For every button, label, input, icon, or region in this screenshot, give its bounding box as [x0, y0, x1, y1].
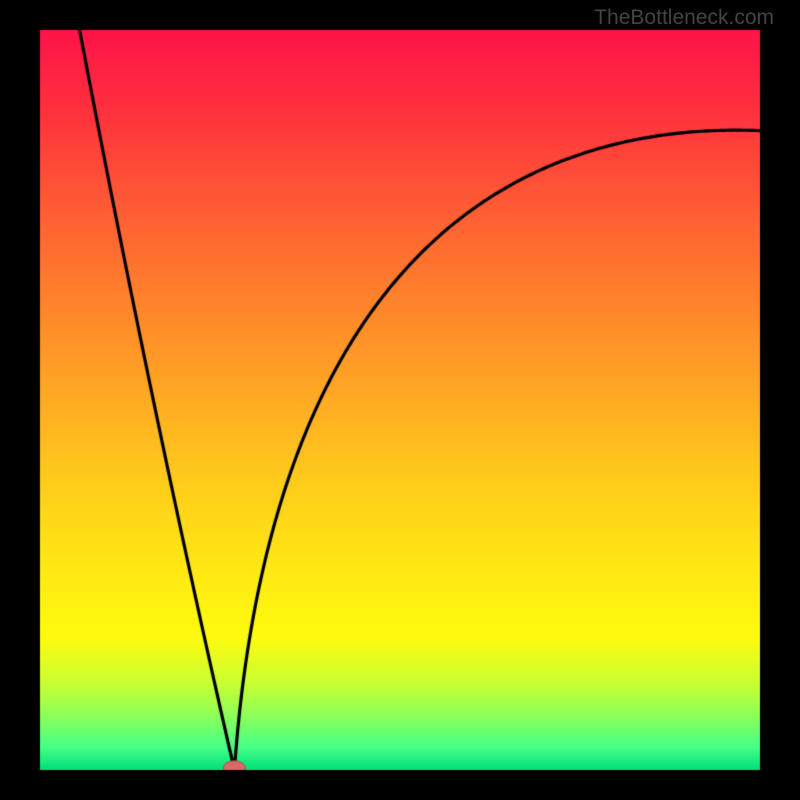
watermark-label: TheBottleneck.com: [594, 6, 774, 30]
bottleneck-chart-canvas: [0, 0, 800, 800]
chart-stage: TheBottleneck.com: [0, 0, 800, 800]
